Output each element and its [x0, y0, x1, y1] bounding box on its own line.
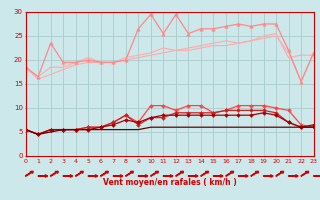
X-axis label: Vent moyen/en rafales ( km/h ): Vent moyen/en rafales ( km/h ) — [103, 178, 236, 187]
